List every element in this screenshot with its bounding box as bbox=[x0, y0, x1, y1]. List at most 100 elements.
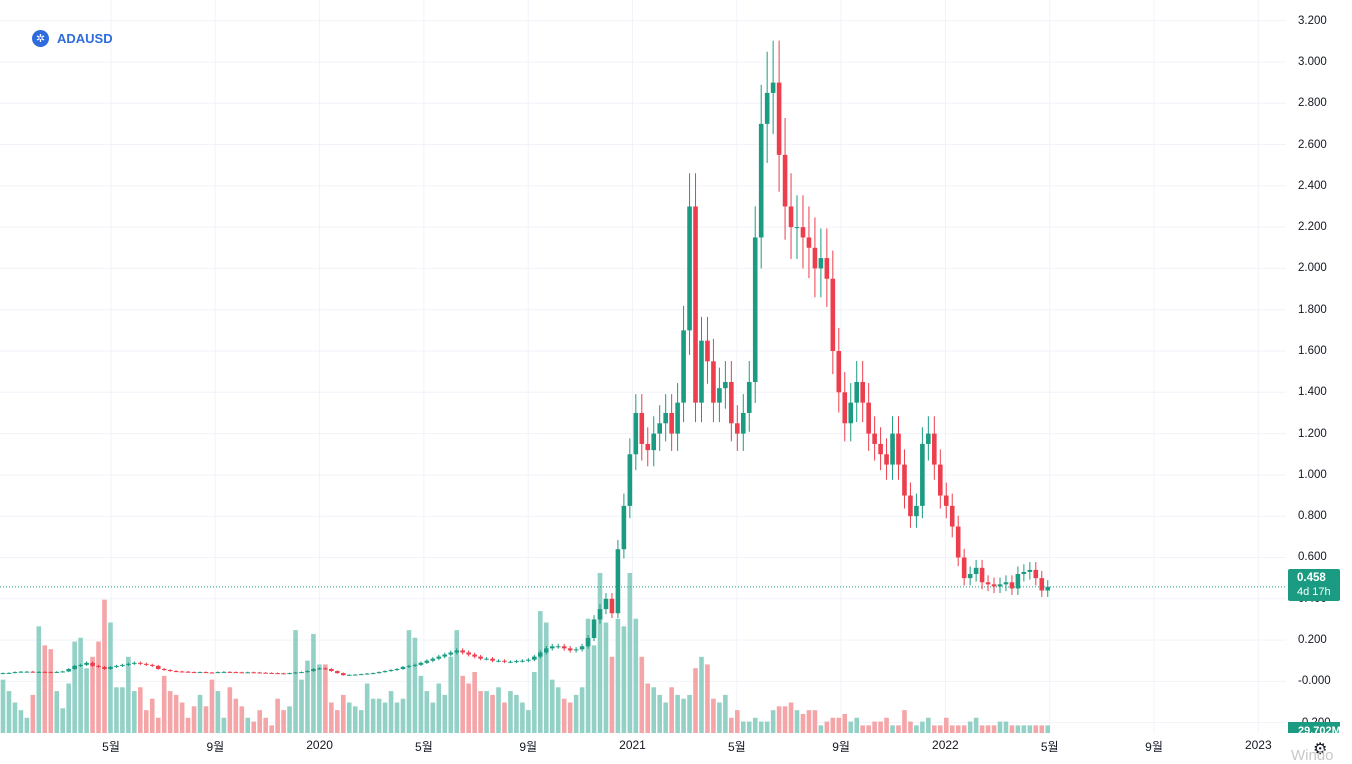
volume-bar bbox=[96, 641, 101, 733]
volume-bar bbox=[329, 702, 334, 733]
volume-bar bbox=[394, 702, 400, 733]
volume-bar bbox=[890, 725, 895, 733]
candle-body bbox=[561, 646, 567, 649]
candle-body bbox=[866, 402, 871, 434]
volume-bar bbox=[860, 725, 865, 733]
candle-body bbox=[460, 650, 465, 653]
volume-bar bbox=[305, 660, 310, 733]
candle-body bbox=[651, 433, 657, 451]
chart-canvas[interactable] bbox=[0, 0, 1286, 733]
price-tick-label: 0.600 bbox=[1298, 551, 1327, 564]
candle-body bbox=[299, 672, 304, 674]
volume-bar bbox=[955, 725, 961, 733]
candle-body bbox=[60, 671, 65, 673]
volume-bar bbox=[496, 687, 501, 733]
volume-bar bbox=[806, 710, 812, 733]
candle-body bbox=[549, 646, 555, 649]
volume-bar bbox=[442, 694, 448, 733]
candle-body bbox=[955, 526, 961, 558]
candle-body bbox=[18, 671, 24, 673]
volume-bar bbox=[209, 679, 215, 733]
volume-bar bbox=[490, 694, 495, 733]
time-tick-label: 9월 bbox=[832, 740, 850, 754]
candle-body bbox=[836, 351, 842, 393]
volume-bar bbox=[663, 702, 668, 733]
candle-body bbox=[466, 652, 471, 655]
volume-bar bbox=[746, 721, 752, 733]
time-tick-label: 5월 bbox=[415, 740, 433, 754]
candle-body bbox=[585, 638, 591, 647]
volume-bar bbox=[54, 691, 60, 733]
volume-bar bbox=[585, 618, 591, 733]
candle-body bbox=[114, 665, 119, 667]
volume-bar bbox=[448, 656, 454, 733]
candle-body bbox=[311, 668, 316, 672]
candle-body bbox=[740, 412, 746, 434]
volume-bar bbox=[317, 664, 322, 733]
volume-bar bbox=[370, 698, 376, 733]
candle-body bbox=[442, 654, 448, 657]
time-tick-label: 2023 bbox=[1244, 738, 1272, 752]
volume-bar bbox=[669, 687, 674, 733]
candle-body bbox=[788, 206, 794, 228]
volume-bar bbox=[382, 702, 388, 733]
price-tick-label: 2.800 bbox=[1298, 97, 1327, 110]
candle-body bbox=[448, 652, 454, 655]
volume-bar bbox=[812, 710, 818, 733]
candle-body bbox=[66, 668, 71, 672]
candle-body bbox=[526, 659, 531, 661]
volume-bar bbox=[979, 725, 985, 733]
volume-bar bbox=[352, 706, 358, 733]
candle-body bbox=[645, 443, 651, 451]
candle-body bbox=[24, 671, 30, 673]
candle-body bbox=[370, 673, 376, 675]
volume-bar bbox=[1027, 725, 1033, 733]
candle-body bbox=[102, 666, 107, 669]
candle-body bbox=[436, 656, 442, 659]
candle-body bbox=[896, 433, 901, 465]
price-axis[interactable]: 3.200 3.000 2.800 2.600 2.400 2.200 2.000 1.800… bbox=[1286, 0, 1352, 733]
candle-body bbox=[705, 340, 710, 362]
volume-bar bbox=[66, 683, 71, 733]
time-tick-label: 5월 bbox=[102, 740, 120, 754]
volume-bar bbox=[740, 721, 746, 733]
candle-body bbox=[842, 392, 848, 424]
candle-body bbox=[179, 671, 185, 673]
volume-bar bbox=[287, 706, 292, 733]
symbol-legend[interactable]: ✲ ADAUSD bbox=[32, 30, 113, 47]
candle-body bbox=[1033, 569, 1039, 579]
volume-bar bbox=[609, 656, 615, 733]
volume-bar bbox=[376, 698, 382, 733]
volume-bar bbox=[364, 683, 370, 733]
volume-badge: 29.702M bbox=[1288, 722, 1340, 733]
volume-bar bbox=[836, 717, 842, 733]
volume-bar bbox=[0, 679, 6, 733]
volume-bar bbox=[108, 622, 113, 733]
time-tick-label: 2020 bbox=[306, 738, 333, 752]
price-tick-label: 0.200 bbox=[1298, 634, 1327, 647]
price-tick-label: 3.200 bbox=[1298, 14, 1327, 27]
symbol-name: ADAUSD bbox=[57, 31, 113, 46]
volume-bar bbox=[90, 656, 95, 733]
volume-bar bbox=[555, 687, 561, 733]
volume-bar bbox=[358, 710, 364, 733]
volume-bar bbox=[561, 698, 567, 733]
time-tick-label: 5월 bbox=[1040, 740, 1059, 754]
candle-body bbox=[914, 505, 919, 517]
volume-bar bbox=[543, 622, 549, 733]
volume-bar bbox=[388, 691, 394, 733]
volume-bar bbox=[932, 725, 937, 733]
volume-bar bbox=[1003, 721, 1009, 733]
volume-bar bbox=[538, 611, 543, 733]
volume-bar bbox=[60, 708, 65, 733]
candle-body bbox=[657, 423, 662, 434]
candle-body bbox=[937, 464, 943, 496]
candle-body bbox=[376, 672, 382, 674]
candle-body bbox=[305, 671, 310, 673]
volume-bar bbox=[203, 706, 209, 733]
candle-body bbox=[269, 672, 274, 674]
candle-body bbox=[711, 361, 716, 403]
gear-icon[interactable]: ⚙ bbox=[1313, 741, 1328, 758]
time-axis[interactable]: 5월 9월 2020 5월 9월 2021 5월 9월 2022 5월 9월 2023 bbox=[0, 733, 1286, 761]
windows-watermark: Windo bbox=[1291, 747, 1334, 764]
